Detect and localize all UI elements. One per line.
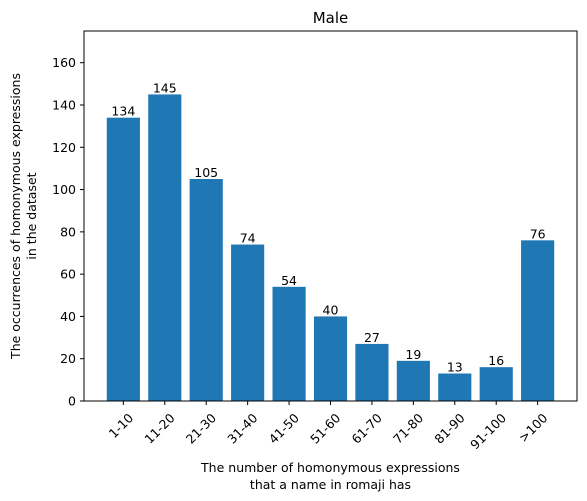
value-label-71-80: 19 bbox=[405, 347, 421, 362]
bar-31-40 bbox=[231, 244, 265, 401]
x-tick-label->100: >100 bbox=[516, 410, 551, 445]
value-label-1-10: 134 bbox=[111, 104, 135, 119]
y-axis-label-line-2: in the dataset bbox=[24, 172, 39, 259]
x-tick-label-91-100: 91-100 bbox=[467, 410, 509, 452]
value-label-21-30: 105 bbox=[194, 165, 218, 180]
bar-11-20 bbox=[148, 94, 182, 401]
chart-title: Male bbox=[313, 9, 349, 27]
bar-91-100 bbox=[479, 367, 513, 401]
value-label-41-50: 54 bbox=[281, 273, 297, 288]
bar->100 bbox=[521, 240, 555, 401]
bar-71-80 bbox=[396, 360, 430, 401]
y-tick-label-20: 20 bbox=[60, 351, 76, 366]
bars-group bbox=[106, 94, 555, 401]
y-axis-label-line-1: The occurrences of homonymous expression… bbox=[8, 73, 23, 360]
y-tick-label-60: 60 bbox=[60, 267, 76, 282]
x-tick-label-31-40: 31-40 bbox=[224, 410, 260, 446]
value-label->100: 76 bbox=[530, 226, 546, 241]
value-label-11-20: 145 bbox=[153, 80, 177, 95]
x-tick-label-81-90: 81-90 bbox=[431, 410, 467, 446]
x-tick-label-71-80: 71-80 bbox=[390, 410, 426, 446]
value-label-91-100: 16 bbox=[488, 353, 504, 368]
y-axis-ticks: 0 20 40 60 80 100 120 140 160 bbox=[52, 55, 84, 409]
x-tick-label-41-50: 41-50 bbox=[266, 410, 302, 446]
bar-1-10 bbox=[106, 117, 140, 401]
bar-61-70 bbox=[355, 343, 389, 401]
bar-21-30 bbox=[189, 179, 223, 401]
x-tick-label-1-10: 1-10 bbox=[106, 410, 137, 441]
x-tick-label-51-60: 51-60 bbox=[307, 410, 343, 446]
value-label-51-60: 40 bbox=[323, 302, 339, 317]
bar-41-50 bbox=[272, 286, 306, 401]
y-tick-label-40: 40 bbox=[60, 309, 76, 324]
y-tick-label-120: 120 bbox=[52, 140, 76, 155]
y-tick-label-80: 80 bbox=[60, 224, 76, 239]
x-tick-label-61-70: 61-70 bbox=[349, 410, 385, 446]
y-tick-label-100: 100 bbox=[52, 182, 76, 197]
y-tick-label-0: 0 bbox=[68, 394, 76, 409]
x-axis-ticks: 1-10 11-20 21-30 31-40 41-50 51-60 61-70 71-80 8… bbox=[106, 401, 551, 452]
x-axis-label-line-2: that a name in romaji has bbox=[250, 477, 411, 492]
value-labels-group: 134 145 105 74 54 40 27 19 13 16 76 bbox=[111, 80, 545, 374]
value-label-61-70: 27 bbox=[364, 330, 380, 345]
bar-51-60 bbox=[313, 316, 348, 401]
y-tick-label-160: 160 bbox=[52, 55, 76, 70]
plot-frame bbox=[83, 30, 578, 402]
x-axis-label-line-1: The number of homonymous expressions bbox=[200, 460, 460, 475]
value-label-31-40: 74 bbox=[240, 231, 256, 246]
value-label-81-90: 13 bbox=[447, 360, 463, 375]
x-tick-label-21-30: 21-30 bbox=[183, 410, 219, 446]
y-tick-label-140: 140 bbox=[52, 98, 76, 113]
x-tick-label-11-20: 11-20 bbox=[141, 410, 177, 446]
bar-81-90 bbox=[438, 373, 472, 401]
